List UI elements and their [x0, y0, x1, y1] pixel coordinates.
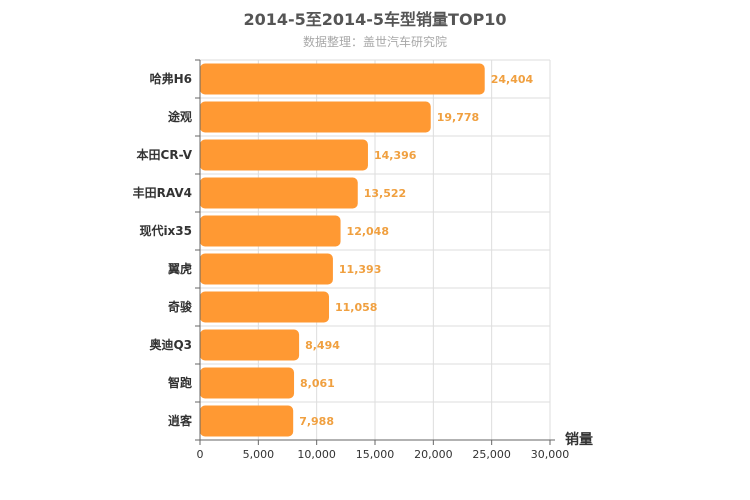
- category-label: 逍客: [168, 413, 193, 428]
- category-label: 智跑: [167, 375, 192, 390]
- x-tick-label: 30,000: [531, 448, 570, 461]
- category-label: 奇骏: [168, 299, 193, 314]
- bar: [200, 405, 294, 437]
- x-tick-label: 5,000: [243, 448, 275, 461]
- bar: [200, 215, 341, 247]
- bar: [200, 329, 300, 361]
- chart-subtitle: 数据整理：盖世汽车研究院: [302, 35, 447, 49]
- data-label: 12,048: [347, 225, 389, 238]
- bar: [200, 101, 431, 133]
- data-label: 11,393: [339, 263, 381, 276]
- data-label: 11,058: [335, 301, 377, 314]
- x-axis-label: 销量: [565, 431, 593, 448]
- bar: [200, 291, 330, 323]
- data-label: 13,522: [364, 187, 406, 200]
- x-tick-label: 25,000: [472, 448, 511, 461]
- x-tick-label: 0: [197, 448, 204, 461]
- category-label: 本田CR-V: [137, 147, 193, 162]
- axes: 哈弗H6 24,404 途观 19,778 本田CR-V 14,396 丰田RAV4 13,5…: [133, 59, 570, 461]
- data-label: 8,494: [305, 339, 340, 352]
- category-label: 途观: [168, 109, 192, 124]
- data-label: 19,778: [437, 111, 479, 124]
- category-label: 丰田RAV4: [133, 185, 192, 200]
- category-label: 现代ix35: [139, 223, 192, 238]
- bar: [200, 253, 333, 285]
- category-label: 奥迪Q3: [149, 337, 192, 352]
- bars: [200, 63, 485, 437]
- data-label: 24,404: [491, 73, 534, 86]
- data-label: 7,988: [299, 415, 334, 428]
- bar: [200, 177, 358, 209]
- x-tick-label: 20,000: [414, 448, 453, 461]
- chart-title: 2014-5至2014-5车型销量TOP10: [243, 10, 507, 29]
- bar: [200, 367, 295, 399]
- category-label: 翼虎: [167, 261, 192, 276]
- bar: [200, 139, 368, 171]
- x-tick-label: 15,000: [356, 448, 395, 461]
- data-label: 14,396: [374, 149, 417, 162]
- x-tick-label: 10,000: [297, 448, 336, 461]
- category-label: 哈弗H6: [150, 71, 192, 86]
- bar: [200, 63, 485, 95]
- data-label: 8,061: [300, 377, 335, 390]
